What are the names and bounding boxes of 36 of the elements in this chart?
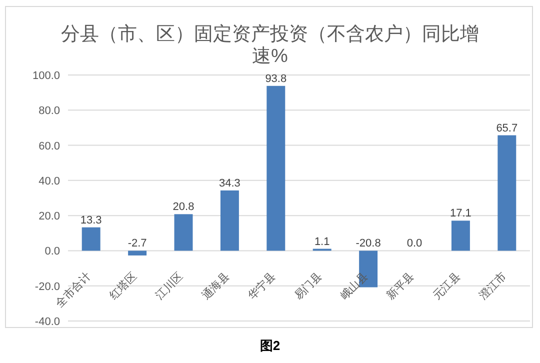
- x-tick-label: 易门县: [292, 270, 324, 302]
- y-tick-label: 60.0: [38, 140, 60, 152]
- bar: [174, 214, 193, 251]
- data-label: 1.1: [314, 236, 330, 248]
- bar: [451, 220, 470, 251]
- data-label: 20.8: [172, 201, 194, 214]
- data-label: 34.3: [218, 177, 240, 190]
- y-tick-label: 20.0: [38, 210, 60, 223]
- data-label: 0.0: [406, 238, 422, 250]
- x-tick-label: 通海县: [199, 270, 232, 302]
- x-tick-label: 华宁县: [245, 270, 278, 302]
- x-tick-label: 红塔区: [106, 270, 140, 302]
- bar: [266, 86, 286, 251]
- data-label: 17.1: [450, 208, 472, 220]
- data-label: 93.8: [265, 72, 287, 85]
- x-tick-label: 新平县: [384, 270, 417, 302]
- bar: [498, 135, 516, 251]
- bar: [220, 190, 239, 251]
- y-tick-label: -40.0: [34, 316, 60, 328]
- caption: 图2: [260, 338, 280, 353]
- data-label: -2.7: [128, 238, 147, 250]
- x-tick-label: 峨山县: [338, 270, 370, 302]
- y-tick-label: -20.0: [34, 280, 60, 293]
- x-tick-label: 澄江市: [476, 270, 510, 302]
- chart-title: 分县（市、区）固定资产投资（不含农户）同比增速%: [61, 23, 479, 67]
- y-tick-label: 80.0: [38, 105, 60, 118]
- y-tick-label: 100.0: [32, 70, 60, 82]
- data-label: -20.8: [356, 238, 381, 250]
- y-tick-label: 0.0: [44, 246, 60, 258]
- x-tick-label: 元江县: [431, 270, 463, 302]
- bar: [128, 250, 147, 256]
- bar: [82, 227, 100, 251]
- data-label: 65.7: [496, 122, 518, 134]
- y-tick-label: 40.0: [38, 175, 60, 188]
- x-tick-label: 江川区: [153, 270, 186, 302]
- data-label: 13.3: [80, 214, 102, 226]
